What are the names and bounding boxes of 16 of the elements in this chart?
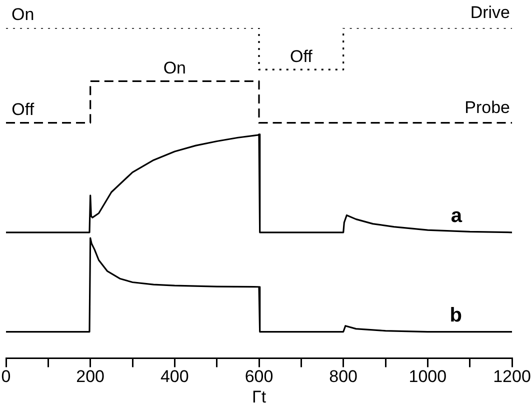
annotation: On [163, 58, 186, 78]
annotation: On [12, 5, 34, 24]
x-tick-label: 800 [329, 367, 358, 386]
series-label: b [450, 304, 462, 326]
x-tick-label: 1000 [408, 367, 447, 386]
series-label: Probe [464, 98, 510, 117]
series-label: Drive [470, 3, 510, 22]
x-tick-label: 200 [76, 367, 105, 386]
annotation: Off [290, 46, 313, 66]
x-axis-title: Γt [252, 387, 266, 406]
x-tick-label: 1200 [493, 367, 531, 386]
annotation: Off [12, 100, 34, 119]
x-tick-label: 400 [160, 367, 189, 386]
x-tick-label: 0 [1, 367, 11, 386]
x-tick-label: 600 [244, 367, 274, 386]
series-label: a [450, 204, 463, 227]
